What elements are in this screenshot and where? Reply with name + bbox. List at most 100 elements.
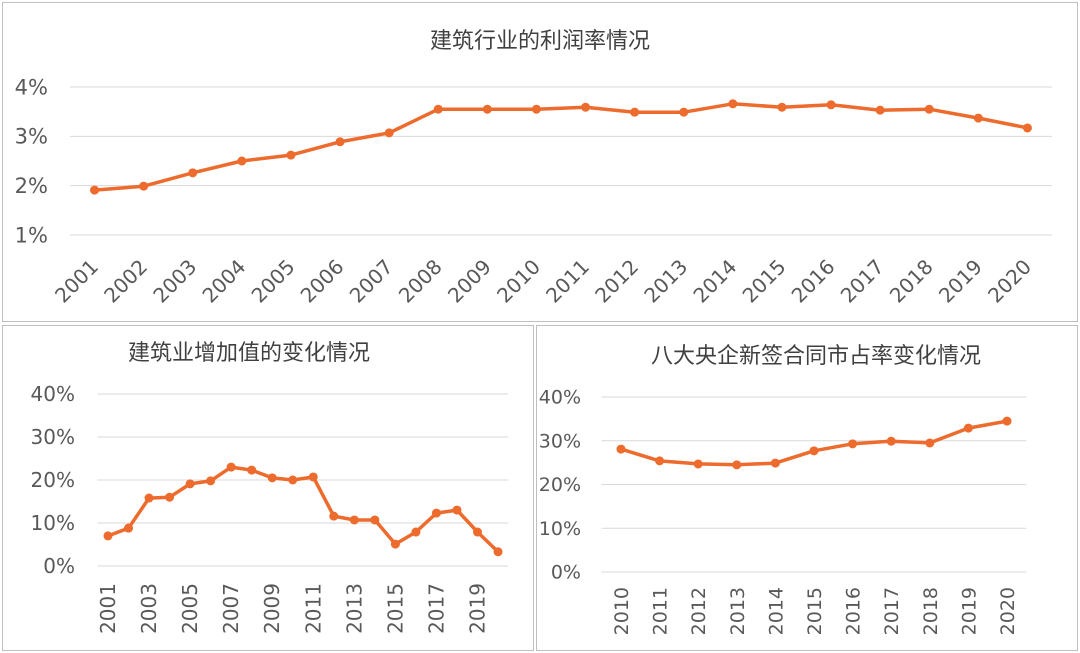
data-point [770,458,780,468]
x-tick-label: 2010 [611,587,633,635]
chart-title: 建筑业增加值的变化情况 [127,341,370,366]
x-tick-label: 2019 [934,255,987,308]
data-point [693,459,703,469]
market-share-chart-panel: 0% 10% 20% 30% 40% 2010 2011 2012 2013 2014 2015 20… [536,325,1078,651]
data-point [165,492,175,502]
data-point [103,531,113,541]
profit-margin-line-chart: 1% 2% 3% 4% 20012002200320042005200620072008… [15,75,1052,308]
data-point [1002,416,1012,426]
x-tick-label: 2015 [383,583,407,634]
x-tick-label: 2020 [983,255,1036,308]
x-tick-label: 2013 [727,587,749,635]
data-point [226,462,236,472]
data-point [206,476,216,486]
data-point [581,102,591,112]
x-tick-label: 2011 [650,587,672,635]
data-point [679,107,689,117]
data-point [493,547,503,557]
x-tick-label: 2011 [541,255,594,308]
chart-title: 八大央企新签合同市占率变化情况 [650,344,981,369]
data-point [973,113,983,123]
data-point [267,473,277,483]
x-tick-label: 2017 [881,587,903,635]
x-tick-label: 2019 [958,587,980,635]
data-point [123,523,133,533]
chart-title: 建筑行业的利润率情况 [429,29,650,54]
x-tick-label: 2009 [260,583,284,634]
data-point [925,438,935,448]
x-tick-label: 2015 [738,255,791,308]
data-point [630,107,640,117]
data-point [384,128,394,138]
profit-margin-chart-panel: 1% 2% 3% 4% 2001 2002 2003 2004 2005 2006 2007 2008… [2,2,1078,322]
data-point [875,105,885,115]
x-tick-label: 2012 [688,587,710,635]
y-tick-label: 20% [539,474,581,496]
data-point [90,185,100,195]
data-point [335,137,345,147]
x-tick-label: 2017 [424,583,448,634]
data-point [809,446,819,456]
series-line [619,419,1009,467]
data-point [370,515,380,525]
data-point [732,460,742,470]
data-point [247,465,257,475]
data-point [963,423,973,433]
value-added-line-chart: 0% 10% 20% 30% 40% 2001 2003 2005 2007 2009 2011 20… [31,382,509,634]
x-tick-label: 2019 [466,583,490,634]
y-tick-label: 40% [31,382,75,406]
value-added-chart-panel: 0% 10% 20% 30% 40% 2001 2003 2005 2007 2009 2011 20… [2,325,534,651]
x-tick-label: 2018 [920,587,942,635]
data-point [848,439,858,449]
x-tick-label: 2003 [137,583,161,634]
x-tick-label: 2005 [247,255,300,308]
data-point [237,156,247,166]
x-tick-label: 2013 [342,583,366,634]
data-point [390,539,400,549]
data-point [139,181,149,191]
x-tick-label: 2016 [843,587,865,635]
x-tick-label: 2008 [394,255,447,308]
data-point [473,527,483,537]
x-tick-label: 2014 [765,587,787,635]
data-point [886,436,896,446]
y-tick-label: 30% [31,425,75,449]
data-point [431,508,441,518]
x-tick-label: 2004 [197,255,250,308]
x-tick-label: 2010 [492,255,545,308]
market-share-line-chart: 0% 10% 20% 30% 40% 2010 2011 2012 2013 2014 2015 20… [539,387,1027,635]
data-point [452,505,462,515]
x-tick-label: 2018 [885,255,938,308]
y-tick-label: 0% [551,562,581,584]
y-tick-label: 40% [539,387,581,409]
x-tick-label: 2007 [345,255,398,308]
data-point [482,104,492,114]
x-tick-label: 2009 [443,255,496,308]
x-tick-label: 2020 [997,587,1019,635]
y-tick-label: 20% [31,468,75,492]
y-tick-label: 10% [539,518,581,540]
x-tick-label: 2001 [96,583,120,634]
y-tick-label: 3% [15,125,48,149]
x-tick-label: 2001 [50,255,103,308]
x-tick-label: 2012 [590,255,643,308]
x-tick-label: 2017 [836,255,889,308]
x-tick-label: 2015 [804,587,826,635]
data-point [288,475,298,485]
x-tick-label: 2011 [301,583,325,634]
data-point [777,102,787,112]
data-point [411,527,421,537]
y-tick-label: 4% [15,75,48,99]
y-tick-label: 0% [43,554,75,578]
data-point [286,150,296,160]
data-point [329,511,339,521]
gridlines [70,86,1052,236]
gridlines [601,396,1027,573]
data-point [144,493,154,503]
x-tick-label: 2002 [99,255,152,308]
y-tick-label: 10% [31,511,75,535]
x-tick-label: 2014 [688,255,741,308]
x-tick-label: 2003 [148,255,201,308]
data-point [531,104,541,114]
data-point [188,168,198,178]
